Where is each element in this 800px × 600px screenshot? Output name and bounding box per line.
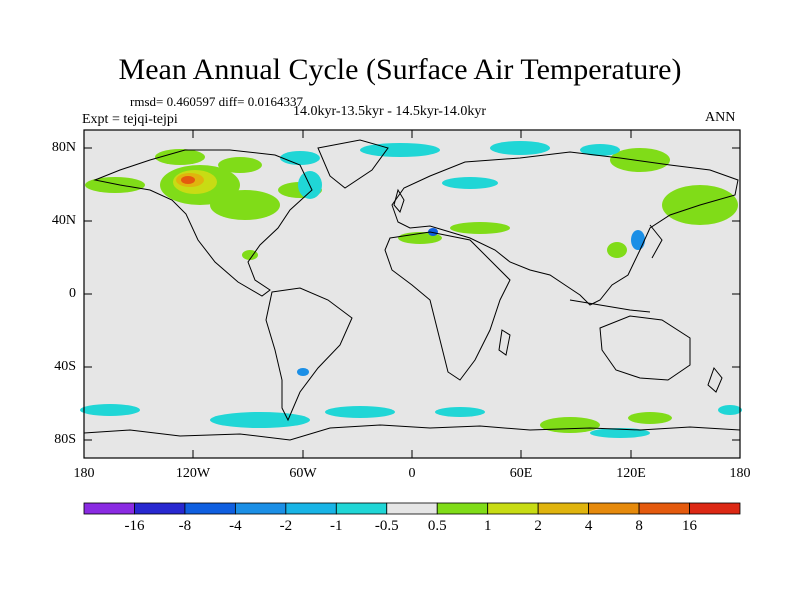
x-tick-label: 60E bbox=[509, 466, 533, 481]
colorbar-swatch bbox=[386, 502, 438, 515]
colorbar-swatch bbox=[184, 502, 236, 515]
period-label: 14.0kyr-13.5kyr - 14.5kyr-14.0kyr bbox=[293, 104, 487, 119]
coastlines bbox=[83, 139, 741, 441]
y-tick-label: 40N bbox=[51, 213, 76, 228]
colorbar-label: -4 bbox=[229, 518, 242, 534]
y-tick-label: 40S bbox=[54, 359, 76, 374]
colorbar-swatch bbox=[537, 502, 590, 515]
y-tick-label: 80N bbox=[51, 140, 76, 155]
colorbar-label: 0.5 bbox=[427, 518, 447, 534]
colorbar-swatch bbox=[285, 502, 337, 515]
x-tick-label: 120E bbox=[616, 466, 646, 481]
colorbar-swatch bbox=[83, 502, 135, 515]
x-tick-label: 180 bbox=[729, 466, 751, 481]
experiment-label: Expt = tejqi-tejpi bbox=[82, 112, 178, 127]
colorbar-label: -1 bbox=[330, 518, 343, 534]
anomaly-shading bbox=[80, 141, 742, 438]
axis-ticks bbox=[84, 130, 740, 458]
colorbar-label: 16 bbox=[682, 518, 698, 534]
colorbar-swatch bbox=[335, 502, 388, 515]
colorbar-label: 8 bbox=[635, 518, 643, 534]
x-tick-label: 0 bbox=[408, 466, 416, 481]
colorbar-label: 1 bbox=[483, 518, 492, 534]
colorbar-swatch bbox=[487, 502, 539, 515]
colorbar-swatch bbox=[588, 502, 640, 515]
season-label: ANN bbox=[705, 110, 736, 125]
colorbar-label: 4 bbox=[584, 518, 593, 534]
x-tick-label: 180 bbox=[73, 466, 95, 481]
x-tick-label: 60W bbox=[289, 466, 317, 481]
colorbar-label: 2 bbox=[534, 518, 542, 534]
colorbar-swatch bbox=[134, 502, 186, 515]
y-tick-label: 80S bbox=[54, 432, 76, 447]
colorbar-swatch bbox=[689, 502, 741, 515]
colorbar bbox=[83, 502, 741, 515]
colorbar-label: -0.5 bbox=[374, 518, 399, 534]
colorbar-label: -16 bbox=[124, 518, 145, 534]
x-tick-label: 120W bbox=[175, 466, 211, 481]
page-title: Mean Annual Cycle (Surface Air Temperatu… bbox=[118, 53, 682, 86]
stats-text: rmsd= 0.460597 diff= 0.0164337 bbox=[130, 94, 303, 109]
colorbar-label: -8 bbox=[178, 518, 192, 534]
colorbar-swatch bbox=[638, 502, 690, 515]
colorbar-label: -2 bbox=[279, 518, 293, 534]
colorbar-swatch bbox=[234, 502, 287, 515]
colorbar-swatch bbox=[436, 502, 489, 515]
y-tick-label: 0 bbox=[69, 286, 76, 301]
